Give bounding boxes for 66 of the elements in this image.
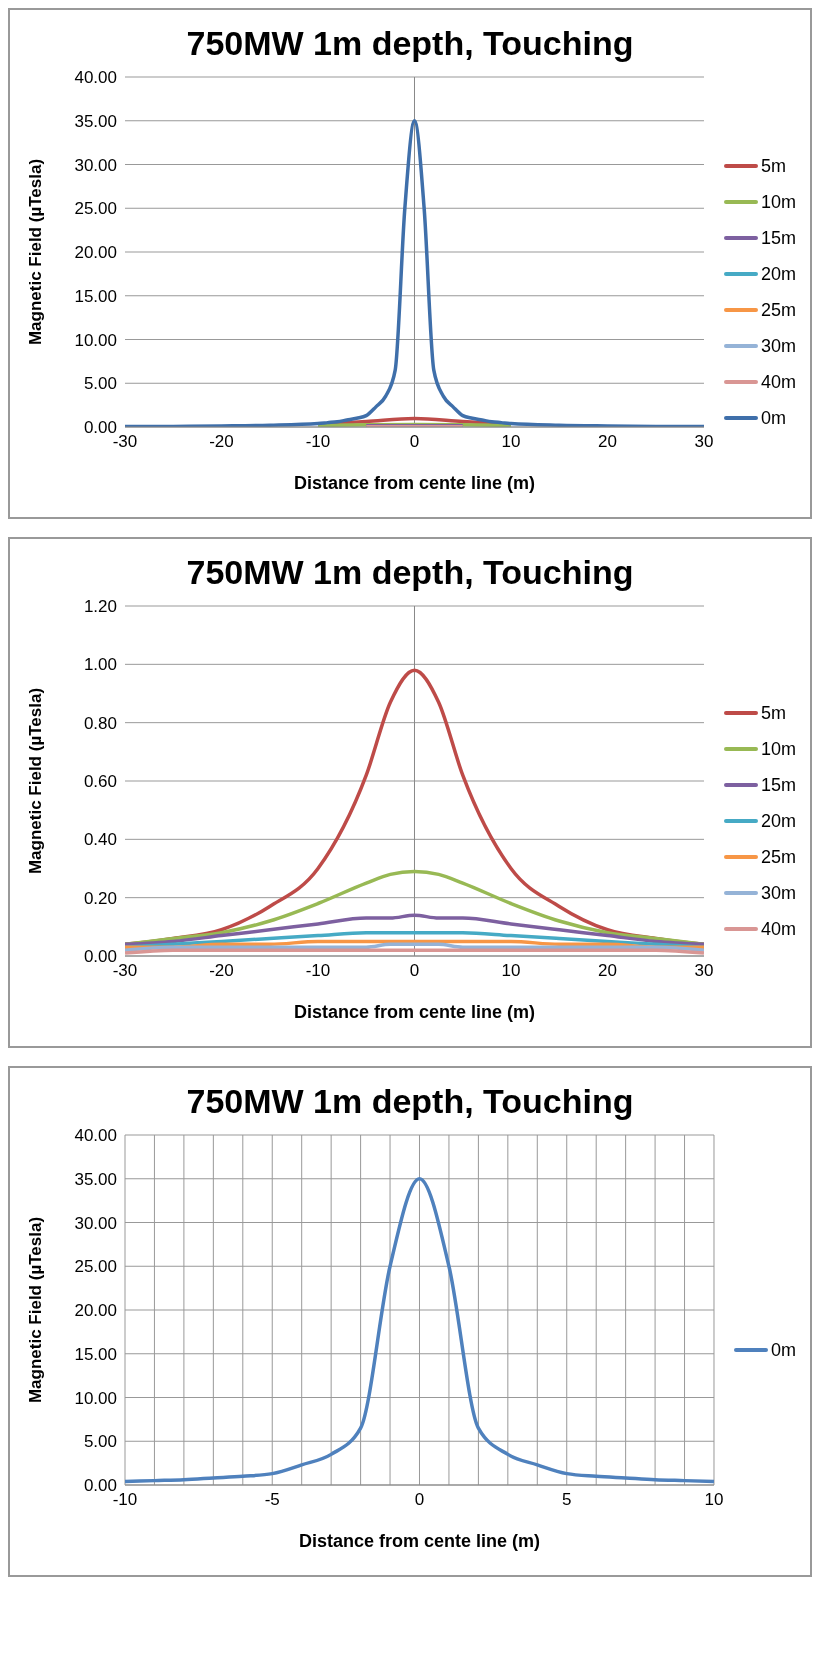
y-tick-label: 10.00 [74,1388,117,1408]
y-tick-label: 0.20 [83,888,117,908]
chart-title: 750MW 1m depth, Touching [185,23,635,64]
y-tick-label: 5.00 [83,1432,117,1452]
line-series [125,119,704,427]
y-tick-label: 40.00 [74,68,117,88]
x-tick-label: 30 [694,432,714,452]
legend-label: 15m [760,227,796,249]
legend-label: 40m [760,918,796,940]
line-series [125,930,704,949]
legend-label: 30m [760,882,796,904]
y-tick-label: 1.00 [83,655,117,675]
x-tick-label: -5 [264,1490,280,1510]
y-tick-label: 15.00 [74,286,117,306]
x-tick-label: 20 [598,961,617,981]
legend-label: 10m [760,738,796,760]
y-axis-title: Magnetic Field (µTesla) [26,687,46,875]
y-tick-label: 0.60 [83,772,117,792]
chart-title: 750MW 1m depth, Touching [185,552,635,593]
legend-label: 5m [760,155,786,177]
x-tick-label: -10 [305,432,331,452]
x-axis-title: Distance from cente line (m) [298,1531,541,1551]
legend-label: 25m [760,299,796,321]
y-tick-label: 40.00 [74,1126,117,1146]
x-tick-label: 10 [501,432,521,452]
y-tick-label: 30.00 [74,1213,117,1233]
x-tick-label: -20 [209,432,234,452]
x-axis-title: Distance from cente line (m) [293,473,536,493]
y-tick-label: 20.00 [74,1301,117,1321]
legend-label: 5m [760,702,786,724]
y-tick-label: 30.00 [74,155,117,175]
x-tick-label: -20 [209,961,234,981]
x-tick-label: 20 [598,432,617,452]
y-tick-label: 10.00 [74,330,117,350]
x-tick-label: 0 [414,1490,425,1510]
chart-title: 750MW 1m depth, Touching [185,1081,635,1122]
legend-label: 0m [760,407,786,429]
y-axis-title: Magnetic Field (µTesla) [26,1216,46,1404]
y-tick-label: 1.20 [83,597,117,617]
line-series [125,913,704,947]
legend-label: 20m [760,810,796,832]
y-tick-label: 25.00 [74,199,117,219]
legend-label: 15m [760,774,796,796]
y-tick-label: 15.00 [74,1344,117,1364]
x-axis-title: Distance from cente line (m) [293,1002,536,1022]
legend-label: 0m [770,1339,796,1361]
legend-label: 40m [760,371,796,393]
x-tick-label: 30 [694,961,714,981]
legend-label: 10m [760,191,796,213]
x-tick-label: 0 [409,432,420,452]
y-tick-label: 20.00 [74,243,117,263]
y-tick-label: 0.40 [83,830,117,850]
y-tick-label: 25.00 [74,1257,117,1277]
x-tick-label: 10 [704,1490,724,1510]
y-tick-label: 35.00 [74,111,117,131]
legend-label: 30m [760,335,796,357]
x-tick-label: 5 [562,1490,572,1510]
y-tick-label: 35.00 [74,1169,117,1189]
y-tick-label: 0.80 [83,713,117,733]
legend-label: 25m [760,846,796,868]
x-tick-label: 0 [409,961,420,981]
y-axis-title: Magnetic Field (µTesla) [26,158,46,346]
x-tick-label: 10 [501,961,521,981]
y-tick-label: 5.00 [83,374,117,394]
x-tick-label: -10 [305,961,331,981]
legend-label: 20m [760,263,796,285]
